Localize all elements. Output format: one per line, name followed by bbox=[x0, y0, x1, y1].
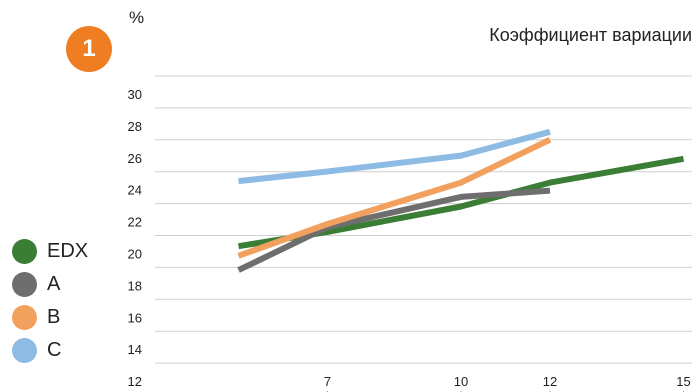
series-line-a bbox=[237, 187, 551, 273]
y-tick-label: 26 bbox=[128, 151, 142, 166]
y-tick-label: 30 bbox=[128, 87, 142, 102]
series-line-c bbox=[238, 128, 551, 185]
x-axis-tick-labels: 7 10 12 15 bbox=[324, 374, 691, 389]
y-tick-label: 22 bbox=[128, 215, 142, 230]
legend-swatch bbox=[12, 305, 37, 330]
x-tick-label: 15 bbox=[676, 374, 690, 389]
legend-swatch bbox=[12, 272, 37, 297]
y-tick-label: 28 bbox=[128, 119, 142, 134]
x-tick-label: 12 bbox=[543, 374, 557, 389]
legend-label: A bbox=[47, 273, 61, 295]
y-axis-tick-labels: 30 28 26 24 22 20 18 16 14 12 bbox=[128, 87, 142, 389]
series-line-b bbox=[237, 136, 552, 259]
chart-title: Коэффициент вариации bbox=[489, 25, 692, 45]
legend-label: EDX bbox=[47, 240, 89, 262]
grid-lines bbox=[155, 75, 692, 392]
legend-item-b: B bbox=[12, 301, 88, 334]
y-tick-label: 14 bbox=[128, 342, 142, 357]
y-tick-label: 12 bbox=[128, 374, 142, 389]
legend-item-edx: EDX bbox=[12, 235, 88, 268]
y-tick-label: 16 bbox=[128, 310, 142, 325]
y-tick-label: 18 bbox=[128, 278, 142, 293]
legend-label: B bbox=[47, 306, 61, 328]
legend-label: C bbox=[47, 339, 62, 361]
legend-swatch bbox=[12, 239, 37, 264]
x-tick-label: 10 bbox=[454, 374, 468, 389]
legend: EDX A B C bbox=[12, 235, 88, 367]
y-tick-label: 24 bbox=[128, 183, 142, 198]
x-tick-label: 7 bbox=[324, 374, 331, 389]
series-lines bbox=[237, 128, 685, 273]
y-axis-unit: % bbox=[129, 8, 145, 27]
legend-swatch bbox=[12, 338, 37, 363]
section-number-badge: 1 bbox=[66, 26, 112, 72]
y-tick-label: 20 bbox=[128, 247, 142, 262]
legend-item-c: C bbox=[12, 334, 88, 367]
legend-item-a: A bbox=[12, 268, 88, 301]
